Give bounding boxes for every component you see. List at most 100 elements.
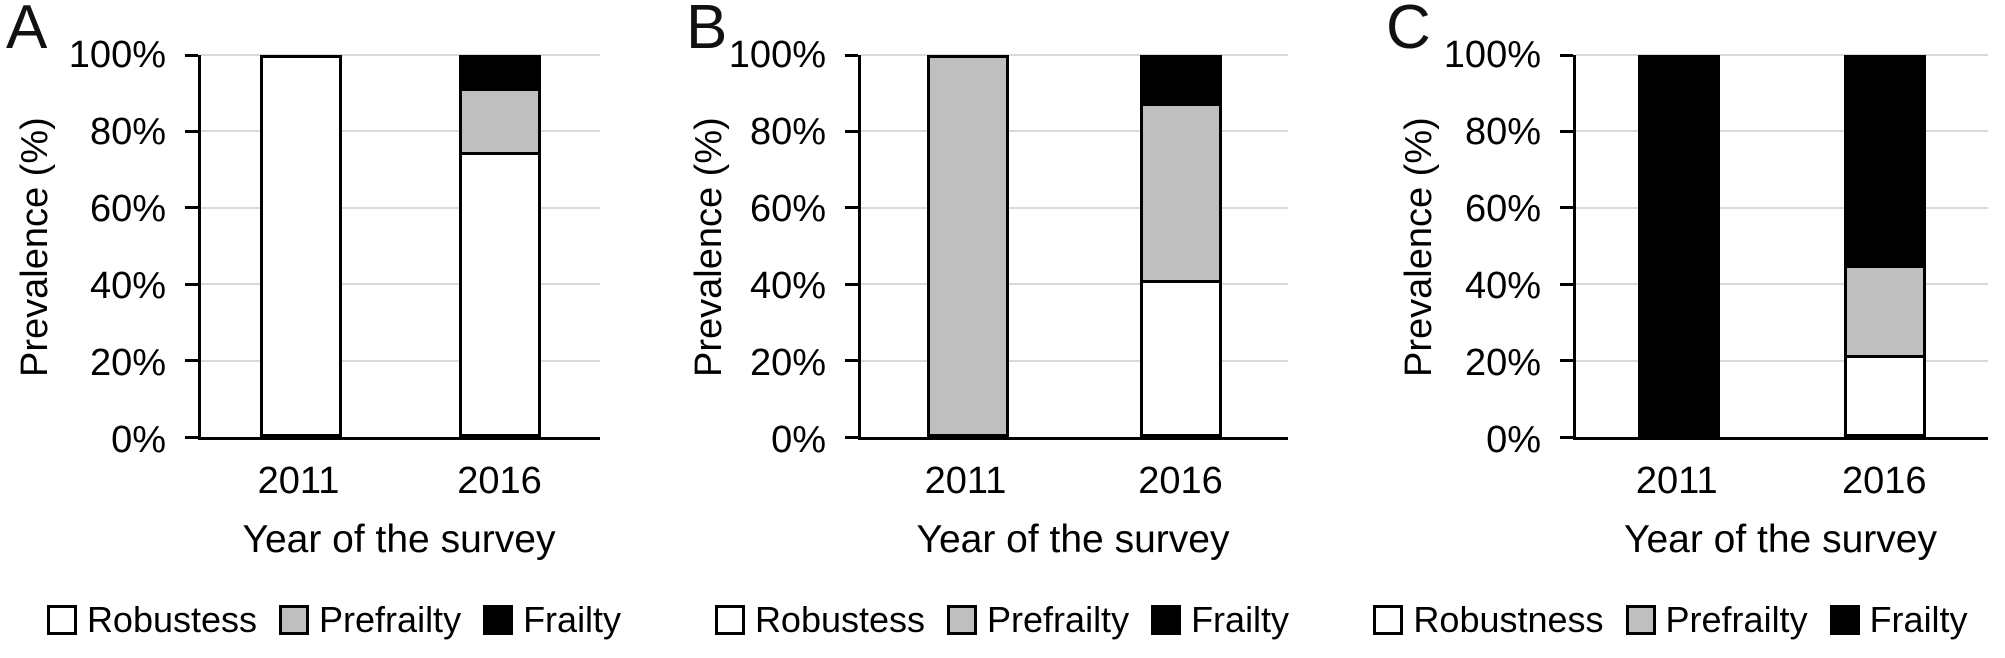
- bar-segment-prefrailty-2016: [1847, 264, 1923, 356]
- bar-segment-frailty-2016: [1847, 58, 1923, 265]
- bar-segment-prefrailty-2016: [462, 88, 539, 152]
- y-tick-mark-20: [185, 359, 198, 363]
- legend: Robustess Prefrailty Frailty: [668, 602, 1336, 638]
- legend-label: Frailty: [1191, 599, 1290, 640]
- panel-a: A Prevalence (%) 100% 80% 60% 40% 20% 0% Year…: [0, 0, 668, 658]
- x-axis-label: Year of the survey: [242, 518, 556, 561]
- bar-segment-robustess-2016: [462, 151, 539, 434]
- panel-b: B Prevalence (%) 100% 80% 60% 40% 20% 0% Year…: [668, 0, 1336, 658]
- y-tick-mark-100: [845, 53, 858, 57]
- y-tick-label: 80%: [749, 111, 826, 153]
- gridline-40: [861, 283, 1288, 286]
- legend-swatch-prefrailty: [947, 605, 978, 635]
- legend-item-robustess: Robustess: [714, 599, 926, 640]
- bar-2016: [459, 55, 542, 437]
- bar-segment-robustess-2011: [262, 58, 339, 434]
- legend-label: Prefrailty: [1665, 599, 1808, 640]
- gridline-100: [1576, 54, 1988, 56]
- legend-swatch-robustness: [1373, 605, 1404, 635]
- panel-c: C Prevalence (%) 100% 80% 60% 40% 20% 0% Year…: [1336, 0, 2005, 658]
- gridline-60: [1576, 206, 1988, 209]
- y-tick-label: 100%: [728, 34, 826, 76]
- gridline-80: [861, 130, 1288, 133]
- y-axis-tick-labels: 100% 80% 60% 40% 20% 0%: [668, 36, 826, 459]
- y-tick-mark-80: [1560, 129, 1573, 133]
- bar-segment-frailty-2016: [462, 58, 539, 89]
- y-tick-label: 60%: [749, 188, 826, 230]
- x-tick-label-2011: 2011: [924, 460, 1007, 502]
- y-axis-tick-labels: 100% 80% 60% 40% 20% 0%: [0, 36, 166, 459]
- bar-segment-frailty-2016: [1143, 58, 1220, 104]
- x-axis-label: Year of the survey: [916, 518, 1230, 561]
- y-tick-mark-20: [1560, 359, 1573, 363]
- bar-segment-robustess-2016: [1143, 279, 1220, 434]
- gridline-100: [861, 54, 1288, 56]
- bar-2011: [926, 55, 1009, 437]
- legend-label: Frailty: [523, 599, 622, 640]
- legend-label: Robustess: [86, 599, 258, 640]
- legend-swatch-robustess: [46, 605, 77, 635]
- legend-swatch-frailty: [483, 605, 514, 635]
- legend-label: Robustess: [754, 599, 926, 640]
- legend-swatch-frailty: [1829, 605, 1860, 635]
- bar-2011: [1638, 55, 1720, 437]
- legend-swatch-frailty: [1151, 605, 1182, 635]
- legend-item-robustness: Robustness: [1373, 602, 1604, 638]
- legend-item-frailty: Frailty: [1151, 602, 1289, 638]
- x-axis-label: Year of the survey: [1624, 518, 1937, 561]
- gridline-60: [201, 206, 600, 209]
- legend-swatch-robustess: [714, 605, 745, 635]
- gridline-80: [1576, 130, 1988, 133]
- gridline-20: [861, 359, 1288, 362]
- y-tick-mark-0: [845, 435, 858, 439]
- y-tick-mark-40: [185, 282, 198, 286]
- y-tick-label: 0%: [1486, 419, 1541, 461]
- x-tick-label-2011: 2011: [257, 460, 340, 502]
- y-tick-mark-40: [845, 282, 858, 286]
- legend-item-frailty: Frailty: [483, 602, 621, 638]
- legend-item-prefrailty: Prefrailty: [1625, 599, 1808, 640]
- panel-letter-a: A: [6, 0, 48, 62]
- gridline-40: [1576, 283, 1988, 286]
- y-tick-mark-60: [845, 206, 858, 210]
- legend: Robustness Prefrailty Frailty: [1336, 602, 2005, 638]
- y-tick-mark-100: [1560, 53, 1573, 57]
- legend-item-prefrailty: Prefrailty: [279, 602, 461, 638]
- y-tick-label: 40%: [749, 265, 826, 307]
- legend-label: Frailty: [1869, 599, 1968, 640]
- gridline-80: [201, 130, 600, 133]
- y-tick-mark-60: [185, 206, 198, 210]
- legend-label: Prefrailty: [319, 599, 462, 640]
- legend: Robustess Prefrailty Frailty: [0, 602, 668, 638]
- legend-item-robustess: Robustess: [46, 599, 258, 640]
- panel-letter-b: B: [686, 0, 728, 62]
- gridline-100: [201, 54, 600, 56]
- x-tick-label-2016: 2016: [457, 460, 542, 502]
- x-tick-label-2016: 2016: [1841, 460, 1927, 502]
- y-tick-label: 0%: [111, 419, 166, 461]
- y-tick-mark-0: [1560, 435, 1573, 439]
- gridline-20: [1576, 359, 1988, 362]
- y-tick-label: 20%: [1464, 342, 1541, 384]
- bar-2016: [1140, 55, 1223, 437]
- y-tick-mark-20: [845, 359, 858, 363]
- bar-2011: [259, 55, 342, 437]
- x-tick-label-2016: 2016: [1138, 460, 1223, 502]
- x-tick-label-2011: 2011: [1635, 460, 1718, 502]
- y-tick-label: 80%: [1464, 111, 1541, 153]
- plot-area: [185, 53, 600, 440]
- panel-letter-c: C: [1386, 0, 1431, 62]
- gridline-20: [201, 359, 600, 362]
- y-tick-mark-100: [185, 53, 198, 57]
- y-tick-label: 60%: [89, 188, 166, 230]
- y-axis-tick-labels: 100% 80% 60% 40% 20% 0%: [1336, 36, 1541, 459]
- legend-swatch-prefrailty: [279, 605, 310, 635]
- y-tick-mark-60: [1560, 206, 1573, 210]
- y-tick-label: 40%: [89, 265, 166, 307]
- bar-segment-prefrailty-2011: [929, 58, 1006, 434]
- y-tick-mark-80: [845, 129, 858, 133]
- bar-2016: [1844, 55, 1926, 437]
- y-tick-label: 0%: [771, 419, 826, 461]
- bar-segment-robustness-2016: [1847, 355, 1923, 434]
